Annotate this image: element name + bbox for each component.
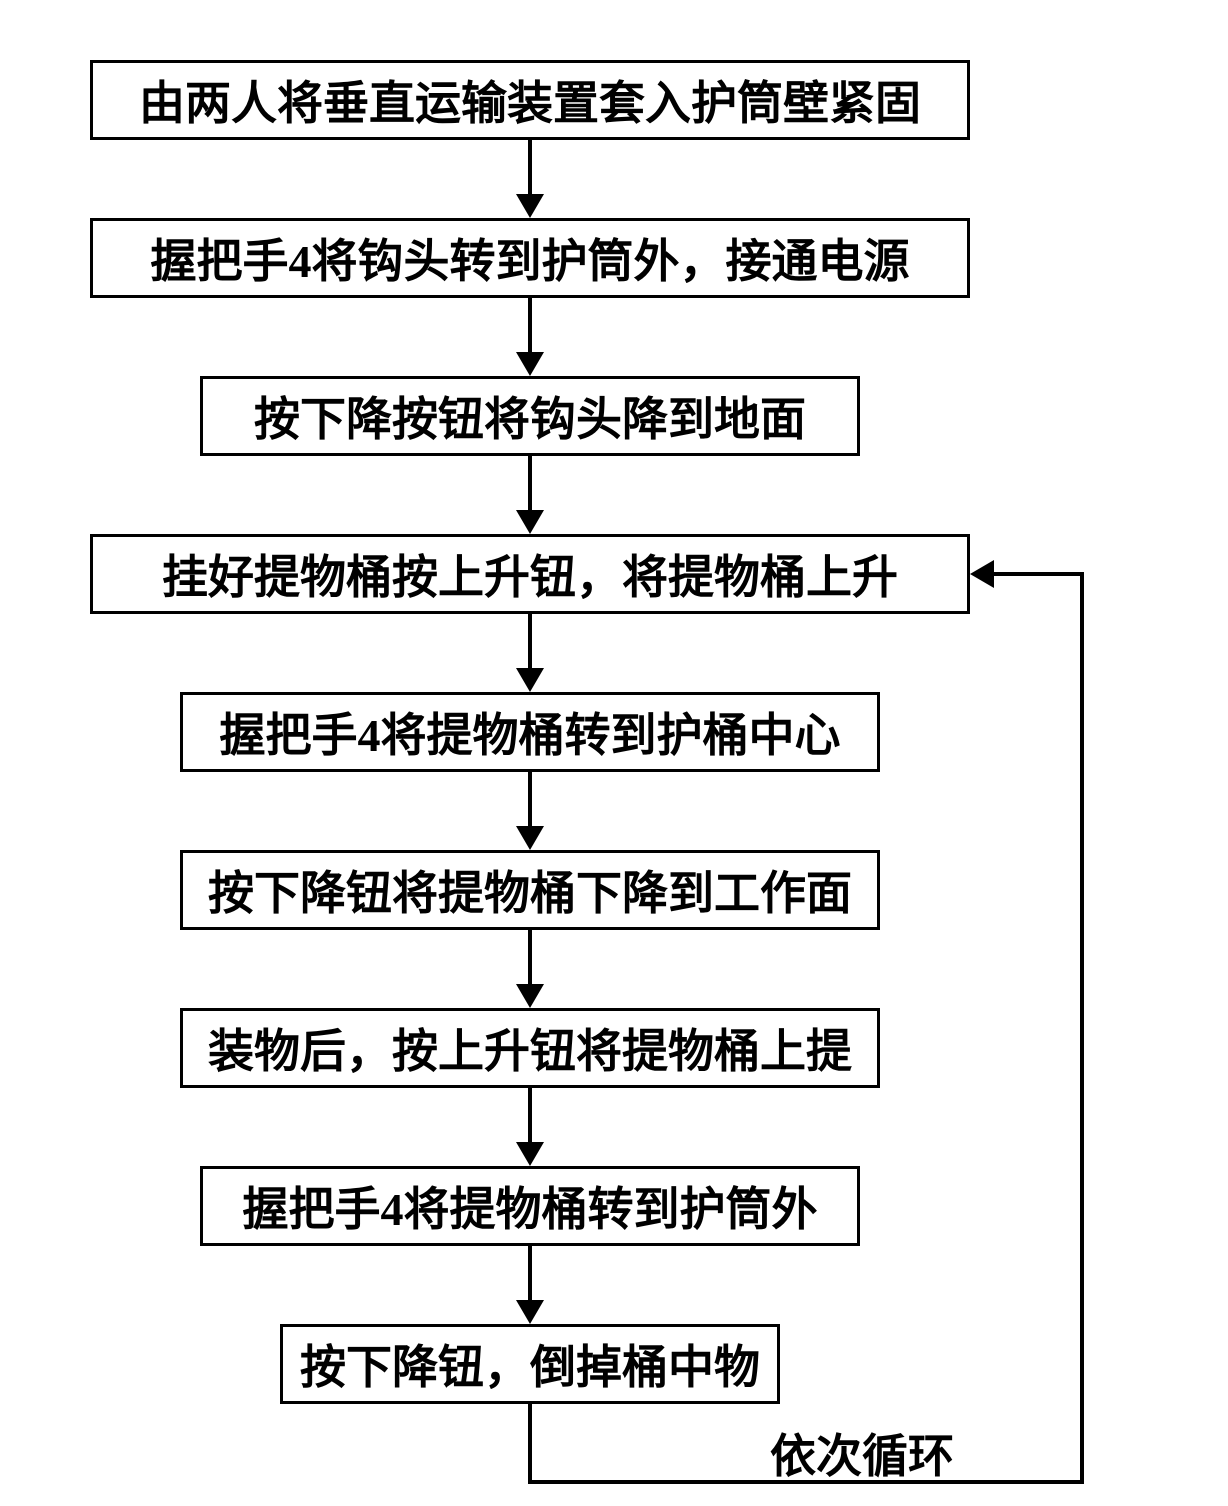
feedback-line bbox=[994, 572, 1084, 576]
flow-node-1: 握把手4将钩头转到护筒外，接通电源 bbox=[90, 218, 970, 298]
feedback-line bbox=[1080, 574, 1084, 1484]
flow-node-3: 挂好提物桶按上升钮，将提物桶上升 bbox=[90, 534, 970, 614]
flow-node-2: 按下降按钮将钩头降到地面 bbox=[200, 376, 860, 456]
flow-node-0: 由两人将垂直运输装置套入护筒壁紧固 bbox=[90, 60, 970, 140]
feedback-loop-label: 依次循环 bbox=[770, 1420, 954, 1486]
flow-node-6: 装物后，按上升钮将提物桶上提 bbox=[180, 1008, 880, 1088]
flow-node-label: 按下降钮将提物桶下降到工作面 bbox=[208, 857, 852, 923]
flow-node-label: 按下降钮，倒掉桶中物 bbox=[300, 1331, 760, 1397]
flow-node-8: 按下降钮，倒掉桶中物 bbox=[280, 1324, 780, 1404]
flow-node-7: 握把手4将提物桶转到护筒外 bbox=[200, 1166, 860, 1246]
arrow-down-icon bbox=[516, 510, 544, 534]
arrow-down-icon bbox=[516, 1300, 544, 1324]
flowchart-container: 由两人将垂直运输装置套入护筒壁紧固 握把手4将钩头转到护筒外，接通电源 按下降按… bbox=[0, 0, 1228, 1506]
flow-arrow bbox=[528, 456, 532, 510]
flow-node-4: 握把手4将提物桶转到护桶中心 bbox=[180, 692, 880, 772]
arrow-left-icon bbox=[970, 560, 994, 588]
flow-arrow bbox=[528, 614, 532, 668]
flow-arrow bbox=[528, 1246, 532, 1300]
arrow-down-icon bbox=[516, 1142, 544, 1166]
flow-node-label: 由两人将垂直运输装置套入护筒壁紧固 bbox=[139, 67, 921, 133]
flow-arrow bbox=[528, 298, 532, 352]
flow-node-label: 装物后，按上升钮将提物桶上提 bbox=[208, 1015, 852, 1081]
feedback-line bbox=[528, 1404, 532, 1480]
flow-node-5: 按下降钮将提物桶下降到工作面 bbox=[180, 850, 880, 930]
flow-arrow bbox=[528, 930, 532, 984]
flow-arrow bbox=[528, 140, 532, 194]
arrow-down-icon bbox=[516, 668, 544, 692]
flow-node-label: 握把手4将提物桶转到护桶中心 bbox=[220, 699, 841, 765]
flow-node-label: 按下降按钮将钩头降到地面 bbox=[254, 383, 806, 449]
arrow-down-icon bbox=[516, 826, 544, 850]
flow-arrow bbox=[528, 1088, 532, 1142]
flow-node-label: 挂好提物桶按上升钮，将提物桶上升 bbox=[162, 541, 898, 607]
arrow-down-icon bbox=[516, 984, 544, 1008]
flow-node-label: 握把手4将提物桶转到护筒外 bbox=[243, 1173, 818, 1239]
flow-arrow bbox=[528, 772, 532, 826]
arrow-down-icon bbox=[516, 194, 544, 218]
arrow-down-icon bbox=[516, 352, 544, 376]
flow-node-label: 握把手4将钩头转到护筒外，接通电源 bbox=[151, 225, 910, 291]
